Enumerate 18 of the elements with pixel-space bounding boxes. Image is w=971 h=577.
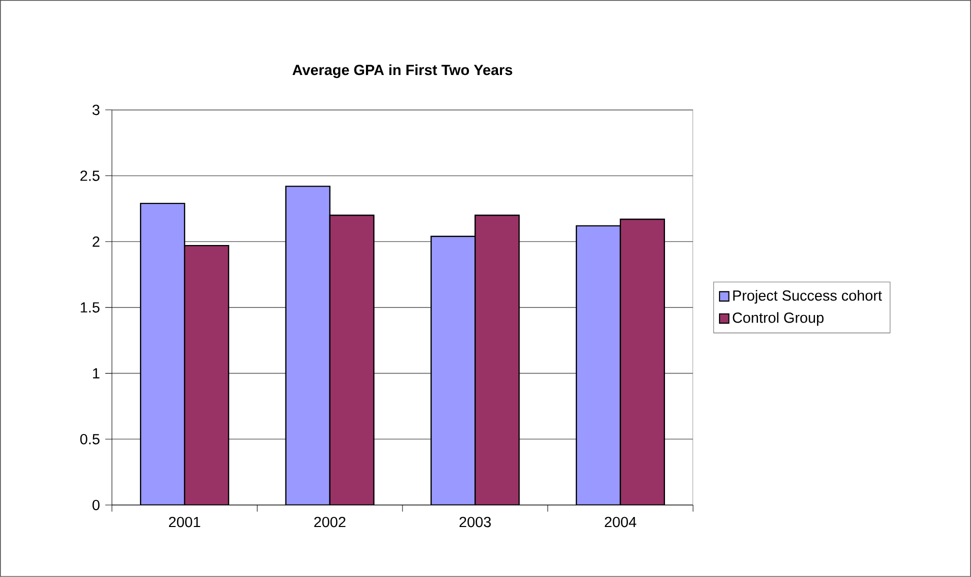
y-tick-label: 2.5 — [80, 170, 100, 182]
bar — [430, 236, 476, 506]
y-tick-label: 1 — [93, 368, 100, 378]
y-tick-label: 0 — [92, 500, 100, 510]
legend-label: Control Group — [732, 312, 824, 326]
chart-title: Average GPA in First Two Years — [292, 64, 512, 78]
x-tick-label: 2002 — [314, 516, 346, 528]
bar — [140, 202, 186, 506]
y-tick-label: 0.5 — [80, 434, 100, 444]
x-tick-label: 2004 — [604, 516, 636, 528]
y-tick-label: 1.5 — [80, 302, 100, 313]
bar — [285, 186, 330, 506]
bar — [576, 225, 622, 506]
y-tick-label: 3 — [92, 104, 100, 116]
x-tick-label: 2003 — [460, 516, 491, 528]
y-tick-label: 2 — [92, 236, 100, 247]
x-tick-label: 2001 — [168, 516, 200, 528]
legend-label: Project Success cohort — [733, 290, 882, 304]
